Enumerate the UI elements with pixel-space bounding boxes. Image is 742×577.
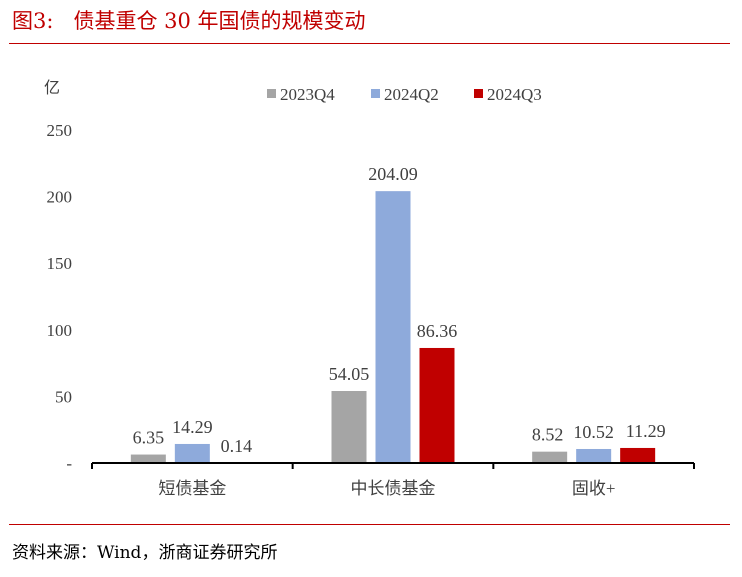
legend-swatch: [371, 89, 380, 98]
x-tick-label: 固收+: [572, 479, 616, 498]
x-axis: 短债基金 中长债基金 固收+: [91, 462, 695, 498]
legend: 2023Q4 2024Q2 2024Q3: [267, 85, 542, 104]
y-axis-label: 亿: [44, 79, 60, 97]
legend-swatch: [474, 89, 483, 98]
data-label: 6.35: [133, 428, 165, 448]
y-tick-label: 100: [47, 321, 73, 340]
data-label: 0.14: [221, 436, 253, 456]
bars: 6.35 14.29 0.14 54.05 204.09 86.36 8.52 10.52 11…: [130, 164, 666, 464]
data-label: 86.36: [417, 321, 458, 341]
bar-2023Q4: [331, 391, 367, 463]
legend-label: 2024Q2: [384, 85, 439, 104]
x-tick-label: 中长债基金: [351, 479, 436, 498]
bar-2024Q3: [419, 347, 455, 463]
source-rule: [9, 524, 730, 525]
title-rule: [9, 43, 730, 44]
legend-label: 2024Q3: [487, 85, 542, 104]
y-tick-label: -: [66, 454, 72, 473]
data-label: 54.05: [329, 364, 370, 384]
legend-swatch: [267, 89, 276, 98]
figure-title: 图3: 债基重仓 30 年国债的规模变动: [12, 9, 366, 33]
bar-2024Q2: [174, 443, 210, 463]
source-note: 资料来源：Wind，浙商证券研究所: [12, 543, 278, 563]
data-label: 11.29: [626, 421, 666, 441]
data-label: 14.29: [172, 417, 213, 437]
y-tick-label: 250: [47, 121, 73, 140]
bar-2023Q4: [532, 451, 568, 463]
y-ticks: - 50 100 150 200 250: [47, 121, 73, 473]
data-label: 204.09: [368, 164, 418, 184]
data-label: 8.52: [532, 425, 564, 445]
bar-2024Q2: [375, 191, 411, 464]
legend-label: 2023Q4: [280, 85, 335, 104]
y-tick-label: 150: [47, 254, 73, 273]
bar-2023Q4: [130, 454, 166, 463]
y-tick-label: 50: [55, 387, 72, 406]
data-label: 10.52: [573, 422, 614, 442]
bar-2024Q3: [620, 447, 656, 463]
bar-2024Q2: [576, 448, 612, 463]
y-tick-label: 200: [47, 188, 73, 207]
x-tick-label: 短债基金: [158, 479, 226, 498]
